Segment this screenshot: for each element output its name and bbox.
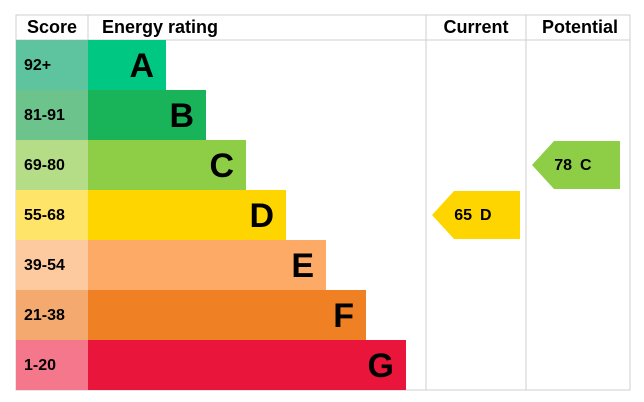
score-label: 1-20	[24, 357, 56, 374]
rating-letter: B	[169, 97, 194, 135]
score-label: 21-38	[24, 307, 65, 324]
score-cell	[16, 340, 88, 390]
score-cell	[16, 290, 88, 340]
score-label: 92+	[24, 57, 51, 74]
potential-letter: C	[580, 157, 592, 174]
score-cell	[16, 190, 88, 240]
rating-letter: E	[291, 247, 314, 285]
rating-bar	[88, 340, 406, 390]
score-label: 69-80	[24, 157, 65, 174]
rating-letter: G	[368, 347, 394, 385]
score-cell	[16, 90, 88, 140]
header-current: Current	[443, 17, 508, 37]
potential-value: 78	[554, 157, 572, 174]
rating-bar	[88, 40, 166, 90]
rating-letter: F	[333, 297, 354, 335]
score-label: 81-91	[24, 107, 65, 124]
current-arrow	[432, 191, 520, 239]
header-rating: Energy rating	[102, 17, 218, 37]
potential-arrow	[532, 141, 620, 189]
score-cell	[16, 40, 88, 90]
rating-letter: C	[209, 147, 234, 185]
rating-bar	[88, 290, 366, 340]
header-score: Score	[27, 17, 77, 37]
current-letter: D	[480, 207, 492, 224]
current-value: 65	[454, 207, 472, 224]
score-label: 55-68	[24, 207, 65, 224]
rating-bar	[88, 190, 286, 240]
header-potential: Potential	[542, 17, 618, 37]
rating-bar	[88, 240, 326, 290]
score-cell	[16, 140, 88, 190]
score-label: 39-54	[24, 257, 65, 274]
rating-letter: D	[249, 197, 274, 235]
rating-letter: A	[129, 47, 154, 85]
score-cell	[16, 240, 88, 290]
rating-bar	[88, 140, 246, 190]
rating-bar	[88, 90, 206, 140]
